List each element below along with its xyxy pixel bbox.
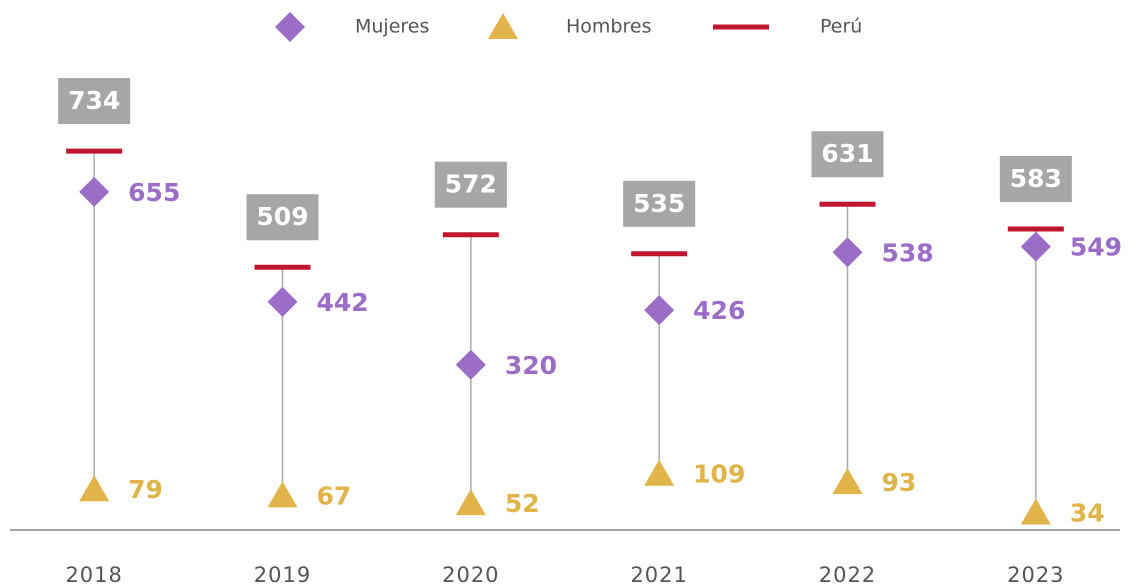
data-label: 52: [505, 489, 540, 518]
marker-triangle: [644, 459, 675, 486]
data-label: 79: [128, 475, 163, 504]
marker-diamond: [79, 176, 110, 207]
data-label: 535: [633, 189, 685, 218]
marker-triangle: [79, 475, 110, 502]
label-box: [623, 180, 696, 227]
legend-swatch: [275, 12, 305, 42]
label-box: [58, 78, 131, 125]
data-label: 93: [882, 468, 917, 497]
marker-diamond: [455, 349, 486, 380]
legend-label: Perú: [820, 16, 862, 38]
marker-diamond: [1020, 231, 1051, 262]
x-tick-label: 2022: [819, 563, 876, 587]
data-label: 655: [128, 178, 180, 207]
data-label: 509: [256, 202, 308, 231]
x-tick-label: 2018: [65, 563, 122, 587]
marker-triangle: [455, 489, 486, 516]
marker-triangle: [1020, 498, 1051, 525]
x-tick-label: 2019: [254, 563, 311, 587]
label-box: [811, 131, 884, 178]
marker-diamond: [832, 237, 863, 268]
x-tick-label: 2021: [630, 563, 687, 587]
label-box: [246, 194, 319, 241]
data-label: 109: [693, 460, 745, 489]
data-label: 426: [693, 296, 745, 325]
legend-label: Hombres: [566, 16, 651, 38]
data-label: 442: [317, 288, 369, 317]
data-label: 734: [68, 86, 120, 115]
marker-diamond: [644, 295, 675, 326]
data-label: 67: [317, 481, 352, 510]
x-tick-label: 2023: [1007, 563, 1064, 587]
x-tick-label: 2020: [442, 563, 499, 587]
label-box: [434, 161, 507, 208]
data-label: 549: [1070, 233, 1122, 262]
data-label: 631: [821, 139, 873, 168]
marker-diamond: [267, 286, 298, 317]
legend-label: Mujeres: [355, 16, 429, 38]
data-label: 34: [1070, 498, 1105, 527]
data-label: 583: [1010, 164, 1062, 193]
data-label: 572: [445, 170, 497, 199]
data-label: 320: [505, 351, 557, 380]
legend-swatch: [488, 13, 518, 39]
marker-triangle: [267, 481, 298, 508]
data-label: 538: [882, 238, 934, 267]
marker-triangle: [832, 467, 863, 494]
label-box: [999, 156, 1072, 203]
